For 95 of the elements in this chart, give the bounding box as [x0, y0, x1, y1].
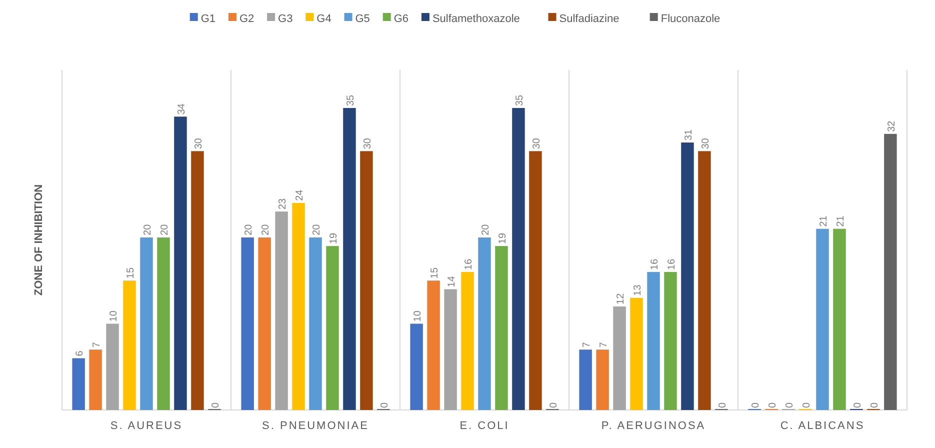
bar — [258, 237, 271, 410]
data-label: 20 — [480, 224, 492, 236]
data-label: 0 — [784, 402, 796, 408]
data-label: 0 — [869, 402, 880, 408]
data-label: 19 — [328, 232, 340, 244]
bar — [833, 228, 846, 410]
data-label: 15 — [430, 267, 441, 279]
data-label: 21 — [835, 215, 846, 227]
bar — [698, 151, 711, 410]
bar — [89, 350, 102, 410]
legend-label: G1 — [200, 13, 216, 25]
y-axis-title: ZONE OF INHIBITION — [33, 184, 45, 296]
data-label: 21 — [818, 215, 830, 227]
data-label: 13 — [632, 284, 644, 296]
data-label: 35 — [514, 94, 526, 106]
bar — [174, 116, 187, 410]
bar — [292, 202, 305, 410]
legend-label: G4 — [316, 13, 332, 25]
data-label: 34 — [176, 103, 188, 115]
bar — [529, 151, 542, 410]
bar — [647, 272, 660, 410]
bar — [681, 142, 694, 410]
bar — [191, 151, 204, 410]
data-label: 16 — [666, 258, 678, 270]
data-label: 14 — [446, 276, 458, 288]
bar — [123, 280, 136, 410]
bar — [478, 237, 491, 410]
data-label: 15 — [126, 267, 137, 279]
bar — [596, 350, 609, 410]
x-tick-label: E. COLI — [460, 420, 510, 432]
bar — [816, 228, 829, 410]
bar — [275, 212, 288, 410]
bar — [326, 246, 339, 410]
data-label: 30 — [193, 138, 204, 150]
bar — [884, 134, 897, 410]
data-label: 16 — [464, 258, 475, 270]
data-label: 31 — [683, 128, 694, 141]
bar — [410, 324, 423, 410]
data-label: 16 — [650, 258, 660, 270]
bar — [444, 289, 457, 410]
x-tick-label: C. ALBICANS — [780, 420, 865, 432]
bar — [309, 237, 322, 410]
bar — [461, 272, 474, 410]
x-tick-label: S. PNEUMONIAE — [262, 420, 369, 432]
data-label: 7 — [598, 342, 610, 348]
x-tick-label: S. AUREUS — [110, 420, 183, 432]
data-label: 20 — [159, 224, 170, 236]
data-label: 0 — [717, 402, 728, 408]
data-label: 0 — [548, 402, 560, 408]
data-label: 0 — [379, 402, 390, 408]
bar — [343, 108, 356, 410]
data-label: 10 — [412, 310, 424, 322]
data-label: 20 — [260, 224, 272, 236]
bar — [157, 237, 170, 410]
data-label: 0 — [750, 402, 762, 408]
data-label: 0 — [802, 402, 813, 408]
data-label: 0 — [852, 402, 864, 408]
bar — [427, 280, 440, 410]
legend-label: G3 — [278, 13, 293, 25]
bar — [72, 358, 85, 410]
data-label: 7 — [582, 342, 593, 348]
data-label: 30 — [362, 138, 374, 150]
x-tick-label: P. AERUGINOSA — [601, 420, 706, 432]
legend-label: Fluconazole — [660, 13, 720, 25]
bar — [579, 350, 592, 410]
data-label: 20 — [142, 224, 154, 236]
bar — [241, 237, 254, 410]
bar — [664, 272, 677, 410]
bar — [512, 108, 525, 410]
data-label: 24 — [294, 189, 306, 201]
legend-label: Sulfamethoxazole — [432, 13, 520, 25]
data-label: 7 — [92, 342, 103, 348]
data-label: 10 — [108, 310, 120, 322]
bar — [495, 246, 508, 410]
data-label: 20 — [312, 224, 322, 236]
legend-label: G2 — [239, 13, 254, 25]
bar — [360, 151, 373, 410]
bar — [106, 324, 119, 410]
legend-label: G5 — [355, 13, 370, 25]
data-label: 0 — [768, 402, 779, 408]
legend-label: G6 — [394, 13, 409, 25]
data-label: 30 — [531, 138, 542, 150]
data-label: 6 — [74, 350, 86, 356]
data-label: 19 — [497, 232, 508, 244]
bar — [140, 237, 153, 410]
data-label: 30 — [700, 138, 712, 150]
bar — [613, 306, 626, 410]
data-label: 23 — [278, 198, 289, 210]
data-label: 0 — [210, 402, 222, 408]
data-label: 32 — [886, 120, 898, 132]
data-label: 35 — [345, 94, 356, 106]
data-label: 12 — [616, 292, 627, 304]
legend-label: Sulfadiazine — [559, 13, 620, 25]
bar — [630, 298, 643, 410]
data-label: 20 — [244, 224, 255, 236]
